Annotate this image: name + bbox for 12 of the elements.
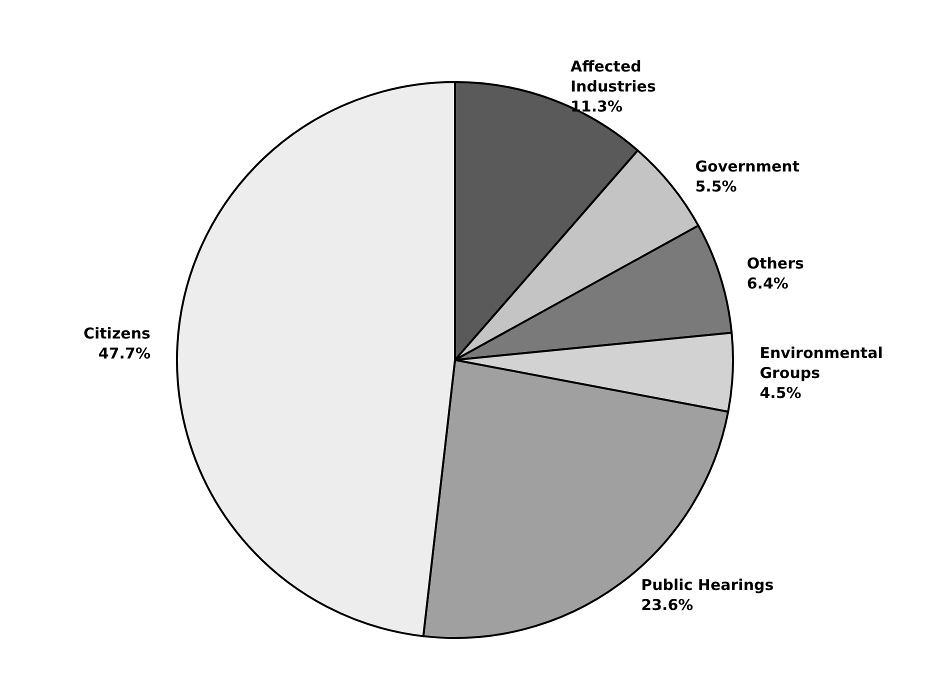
slice-label: Citizens <box>83 324 151 342</box>
data-label: 11.3% <box>570 98 623 116</box>
data-label: 6.4% <box>746 274 788 292</box>
slice-label: Government <box>695 158 800 176</box>
data-label: 23.6% <box>641 596 694 614</box>
slice-label: Affected Industries <box>570 58 656 96</box>
data-label: 47.7% <box>98 344 150 362</box>
slice-label: Others <box>746 254 804 272</box>
data-label: 5.5% <box>695 178 737 196</box>
slice-label: Public Hearings <box>641 576 774 594</box>
data-label: 4.5% <box>760 384 802 402</box>
slice-label: Environmental Groups <box>760 344 888 382</box>
